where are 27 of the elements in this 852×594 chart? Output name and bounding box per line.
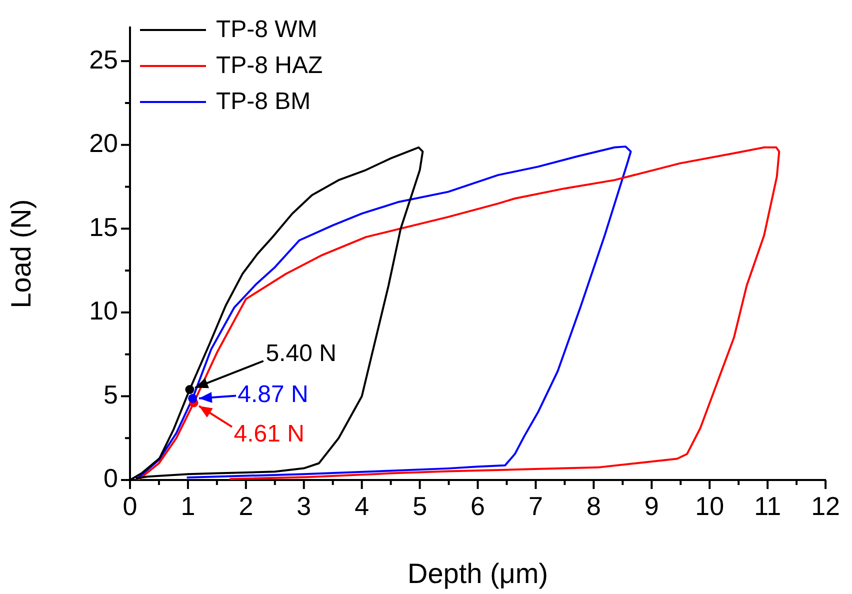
legend-label: TP-8 HAZ (216, 51, 323, 81)
x-tick-label: 0 (122, 490, 138, 521)
x-tick-label: 1 (180, 490, 196, 521)
x-tick-label: 9 (644, 490, 659, 521)
y-tick-label: 0 (104, 463, 118, 494)
y-tick-label: 25 (89, 44, 118, 74)
y-tick-label: 5 (104, 379, 118, 410)
x-tick-label: 3 (296, 490, 312, 521)
legend-label: TP-8 BM (216, 87, 311, 117)
y-tick-label: 10 (89, 296, 118, 326)
x-tick-label: 10 (695, 490, 724, 521)
x-tick-label: 2 (238, 490, 254, 521)
annotation: 4.87 N (238, 381, 308, 408)
x-tick-label: 12 (811, 490, 840, 521)
annotation: 4.61 N (234, 420, 304, 448)
x-tick-label: 8 (586, 490, 601, 521)
x-tick-label: 4 (354, 490, 370, 521)
x-tick-label: 5 (412, 490, 428, 521)
y-tick-label: 20 (89, 128, 118, 158)
x-axis-title: Depth (μm) (407, 558, 548, 589)
legend-label: TP-8 WM (216, 15, 318, 45)
annotation: 5.40 N (266, 340, 336, 368)
y-axis-title: Load (N) (6, 199, 37, 308)
x-tick-label: 7 (528, 490, 543, 521)
y-tick-label: 15 (89, 212, 118, 242)
x-tick-label: 11 (754, 490, 782, 521)
x-tick-label: 6 (470, 490, 486, 521)
